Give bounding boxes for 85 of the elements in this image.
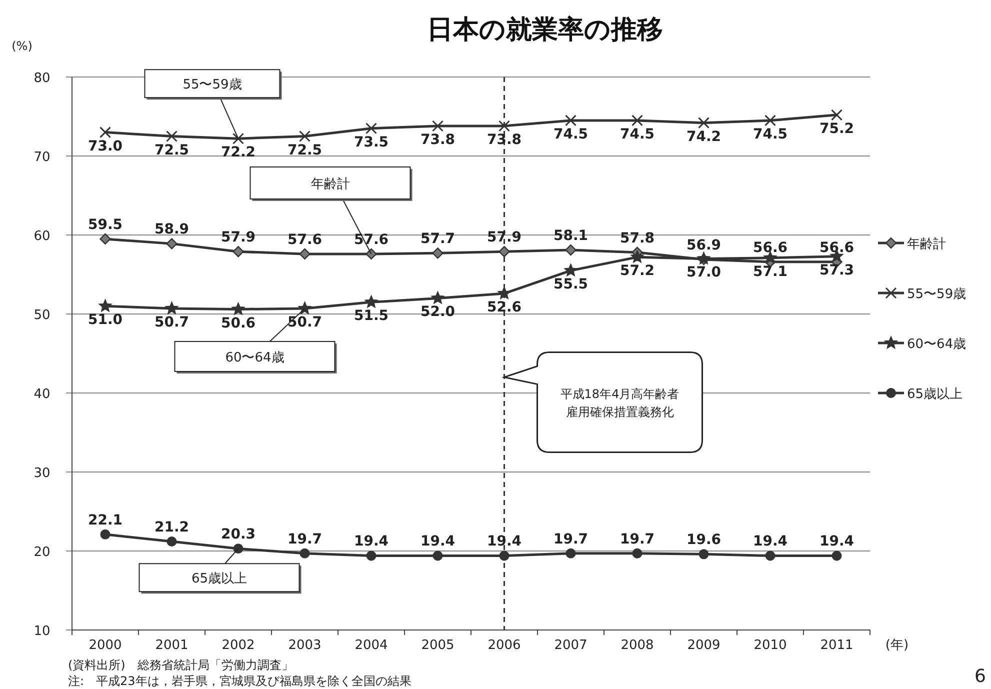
- legend-label: 55〜59歳: [907, 287, 966, 302]
- data-label: 57.1: [752, 264, 788, 280]
- data-label: 58.1: [553, 228, 588, 244]
- data-label: 58.9: [154, 222, 190, 238]
- data-label: 56.6: [752, 240, 788, 256]
- data-label: 57.9: [486, 230, 522, 246]
- x-tick-label: 2002: [222, 638, 255, 653]
- data-label: 56.6: [819, 240, 854, 256]
- data-label: 74.2: [686, 128, 722, 145]
- data-label: 72.5: [154, 142, 190, 158]
- x-tick-label: 2003: [288, 638, 322, 653]
- data-label: 57.0: [686, 264, 722, 281]
- data-label: 19.4: [486, 534, 522, 550]
- data-label: 57.9: [220, 230, 256, 246]
- data-label: 75.2: [819, 120, 854, 137]
- x-tick-label: 2001: [155, 638, 188, 653]
- data-label: 19.4: [752, 534, 788, 550]
- data-label: 57.3: [819, 262, 854, 278]
- y-tick-label: 70: [34, 150, 50, 165]
- data-label: 74.5: [620, 126, 655, 142]
- data-label: 21.2: [154, 520, 190, 536]
- data-label: 51.0: [88, 312, 123, 328]
- data-label: 73.0: [88, 138, 123, 154]
- x-tick-label: 2009: [687, 638, 720, 653]
- data-label: 19.4: [819, 534, 854, 550]
- data-label: 74.5: [752, 126, 788, 142]
- x-tick-label: 2008: [620, 638, 654, 653]
- x-tick-label: 2005: [421, 638, 454, 653]
- callout: 平成18年4月高年齢者雇用確保措置義務化: [504, 351, 703, 453]
- data-label: 52.6: [486, 299, 522, 316]
- annotation: 平成18年4月高年齢者雇用確保措置義務化: [560, 387, 680, 420]
- legend-label: 年齢計: [907, 237, 946, 252]
- data-label: 50.6: [220, 315, 256, 332]
- y-tick-label: 40: [34, 387, 50, 402]
- data-label: 19.4: [354, 534, 389, 550]
- data-label: 19.7: [287, 531, 322, 548]
- y-tick-label: 50: [34, 308, 50, 323]
- annotation: 60〜64歳: [225, 350, 284, 366]
- annotation: 55〜59歳: [182, 78, 242, 93]
- x-tick-label: 2010: [754, 638, 787, 653]
- callout: 55〜59歳: [144, 69, 282, 140]
- chart-title: 日本の就業率の推移: [427, 15, 663, 45]
- data-label: 56.9: [686, 237, 722, 254]
- data-label: 55.5: [553, 276, 588, 293]
- text: 注: 平成23年は，岩手県，宮城県及び福島県を除く全国の結果: [68, 674, 412, 688]
- data-label: 72.2: [220, 144, 256, 161]
- data-label: 73.8: [486, 132, 522, 148]
- annotation: 年齢計: [310, 176, 350, 192]
- y-tick-label: 80: [34, 71, 50, 86]
- text: (資料出所) 総務省統計局「労働力調査」: [68, 658, 294, 672]
- data-label: 50.7: [154, 314, 190, 330]
- y-tick-label: 10: [34, 624, 50, 639]
- x-tick-label: 2006: [488, 638, 521, 653]
- x-tick-label: 2004: [354, 638, 388, 653]
- y-tick-label: 60: [34, 229, 50, 244]
- legend-label: 60〜64歳: [907, 337, 966, 352]
- x-tick-label: 2007: [554, 638, 588, 653]
- data-label: 57.8: [620, 230, 655, 246]
- text: 6: [974, 666, 986, 687]
- data-label: 19.7: [620, 531, 655, 548]
- y-tick-label: 20: [34, 545, 50, 560]
- y-axis-title: (%): [12, 39, 32, 53]
- data-label: 59.5: [88, 216, 123, 233]
- x-axis-title: (年): [885, 638, 909, 653]
- data-label: 19.7: [553, 531, 588, 548]
- x-tick-label: 2000: [88, 638, 122, 653]
- legend-label: 65歳以上: [907, 387, 963, 402]
- data-label: 20.3: [220, 526, 256, 543]
- data-label: 74.5: [553, 126, 588, 142]
- data-label: 73.8: [420, 132, 456, 148]
- data-label: 19.4: [420, 534, 456, 550]
- data-label: 19.6: [686, 532, 722, 548]
- data-label: 72.5: [287, 142, 322, 158]
- data-label: 57.2: [620, 263, 655, 280]
- callout: 65歳以上: [138, 548, 302, 594]
- data-label: 22.1: [88, 512, 123, 528]
- data-label: 50.7: [287, 314, 322, 330]
- x-tick-label: 2011: [820, 638, 854, 653]
- data-label: 52.0: [420, 304, 456, 320]
- annotation: 65歳以上: [191, 572, 248, 587]
- data-label: 57.6: [287, 232, 322, 248]
- data-label: 73.5: [354, 134, 389, 150]
- y-tick-label: 30: [34, 466, 50, 481]
- data-label: 51.5: [354, 308, 389, 324]
- data-label: 57.7: [420, 231, 456, 248]
